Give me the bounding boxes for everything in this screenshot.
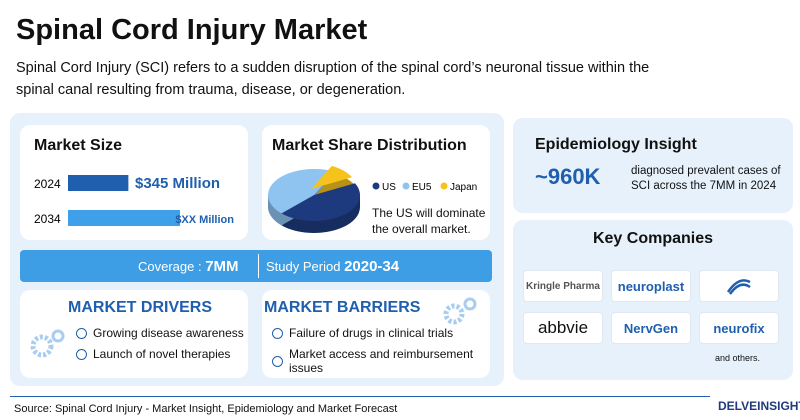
legend-label: US	[382, 182, 396, 193]
market-share-card: Market Share Distribution US EU5 Japan The…	[262, 125, 490, 240]
bar-chart: 2024 $345 Million 2034 $XX Million	[34, 175, 234, 226]
title: Spinal Cord Injury Market	[16, 14, 368, 46]
market-size-card: Market Size 2024 $345 Million 2034 $XX Mill…	[20, 125, 248, 240]
company-logo	[699, 270, 779, 302]
company-logo: abbvie	[523, 312, 603, 344]
slice	[281, 183, 360, 221]
legend-dot	[440, 182, 448, 190]
coverage-bar: Coverage : 7MM Study Period 2020-34	[20, 250, 492, 282]
legend-label: EU5	[412, 182, 432, 193]
heading: Epidemiology Insight	[535, 136, 697, 153]
company-logo: neuroplast	[611, 270, 691, 302]
company-logo: Kringle Pharma	[523, 270, 603, 302]
drivers-card: MARKET DRIVERS Growing disease awareness…	[20, 290, 248, 378]
bar	[68, 175, 129, 191]
barrier: Market access and reimbursement issues	[289, 347, 474, 375]
heading: Market Size	[34, 137, 123, 154]
year: 2034	[34, 212, 61, 226]
study-value: 2020-34	[344, 258, 400, 275]
footer-rule	[10, 396, 710, 397]
description: Spinal Cord Injury (SCI) refers to a sud…	[16, 60, 650, 98]
brand: DELVEINSIGHT	[718, 399, 800, 413]
year: 2024	[34, 177, 61, 191]
coverage-label: Coverage :	[138, 259, 202, 274]
heading: MARKET BARRIERS	[264, 299, 421, 316]
text: diagnosed prevalent cases of SCI across …	[631, 165, 781, 192]
company-logo: NervGen	[611, 312, 691, 344]
slice	[311, 165, 352, 189]
legend-label: Japan	[450, 182, 477, 193]
more: and others.	[715, 353, 761, 363]
epidemiology-card: Epidemiology Insight ~960K diagnosed pre…	[513, 118, 793, 213]
driver: Launch of novel therapies	[93, 347, 231, 361]
pie-chart: US EU5 Japan	[267, 165, 477, 233]
figure: ~960K	[535, 164, 601, 189]
gear-icon	[443, 297, 477, 325]
companies-card: Key Companies Kringle Pharma neuroplast …	[513, 220, 793, 380]
heading: MARKET DRIVERS	[68, 299, 213, 316]
slice-side	[314, 173, 355, 197]
barriers-card: MARKET BARRIERS Failure of drugs in clin…	[262, 290, 490, 378]
company-logo: neurofix	[699, 312, 779, 344]
note: The US will dominate the overall market.	[372, 206, 486, 236]
driver: Growing disease awareness	[93, 326, 244, 340]
barrier: Failure of drugs in clinical trials	[289, 326, 454, 340]
value-label: $XX Million	[175, 214, 234, 226]
legend-dot	[372, 182, 380, 190]
study-label: Study Period	[266, 259, 341, 274]
bar	[68, 210, 180, 226]
value-label: $345 Million	[135, 175, 220, 192]
gear-icon	[30, 329, 65, 358]
source: Source: Spinal Cord Injury - Market Insi…	[14, 403, 398, 415]
coverage-value: 7MM	[205, 258, 239, 275]
heading: Key Companies	[592, 230, 714, 247]
legend-dot	[402, 182, 410, 190]
slice	[268, 169, 335, 214]
heading: Market Share Distribution	[272, 137, 467, 154]
